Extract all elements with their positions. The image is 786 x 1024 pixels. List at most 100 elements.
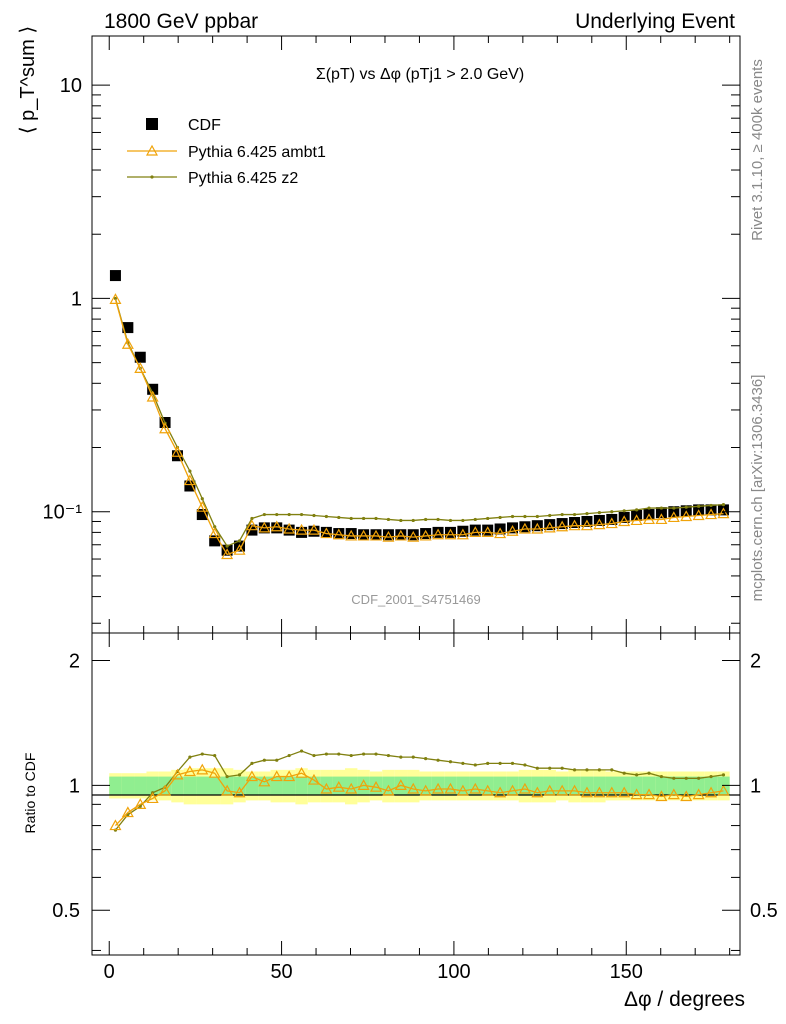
ratio-point-pythia-6-425-ambt1 (630, 788, 643, 800)
cdf-point (147, 383, 159, 395)
ratio-point-pythia-6-425-ambt1 (568, 784, 581, 796)
cdf-point (345, 528, 357, 540)
legend-marker-cdf (146, 118, 158, 130)
main-point-pythia-6-425-ambt1 (630, 514, 643, 526)
main-point-pythia-6-425-z2 (572, 512, 577, 517)
main-point-pythia-6-425-z2 (188, 469, 192, 473)
main-point-pythia-6-425-ambt1 (146, 390, 159, 402)
ratio-point-pythia-6-425-ambt1 (295, 766, 308, 778)
main-point-pythia-6-425-z2 (312, 513, 316, 518)
x-tick-label: 150 (610, 961, 643, 983)
main-panel: 10⁻¹ 1 10 Σ(pT) vs Δφ (pTj1 > 2.0 GeV) CDF… (17, 26, 741, 634)
ratio-point-pythia-6-425-ambt1 (283, 770, 296, 782)
ratio-point-pythia-6-425-z2 (473, 763, 477, 767)
main-point-pythia-6-425-ambt1 (245, 519, 258, 531)
ratio-point-pythia-6-425-ambt1 (394, 779, 407, 790)
cdf-point (444, 526, 456, 538)
main-point-pythia-6-425-z2 (548, 513, 552, 518)
ratio-point-pythia-6-425-z2 (436, 758, 440, 762)
ratio-point-pythia-6-425-ambt1 (320, 782, 333, 794)
cdf-point (122, 322, 134, 334)
cdf-point (507, 522, 519, 534)
legend-label: Pythia 6.425 z2 (188, 170, 298, 187)
main-point-pythia-6-425-z2 (275, 512, 279, 517)
main-point-pythia-6-425-z2 (672, 506, 676, 510)
ratio-point-pythia-6-425-z2 (684, 776, 688, 780)
y-tick-label: 0.5 (52, 900, 80, 922)
ratio-point-pythia-6-425-z2 (523, 763, 527, 767)
ratio-point-pythia-6-425-z2 (448, 760, 453, 764)
main-point-pythia-6-425-ambt1 (345, 529, 358, 541)
ratio-point-pythia-6-425-z2 (399, 755, 403, 759)
main-point-pythia-6-425-z2 (535, 514, 539, 519)
main-point-pythia-6-425-z2 (374, 516, 378, 521)
inner-band-segment (146, 776, 159, 795)
main-point-pythia-6-425-ambt1 (717, 507, 730, 519)
main-point-pythia-6-425-ambt1 (357, 529, 370, 541)
main-point-pythia-6-425-z2 (213, 525, 217, 529)
cdf-point (320, 526, 332, 538)
legend-marker (150, 175, 154, 179)
main-point-pythia-6-425-ambt1 (655, 513, 668, 525)
main-point-pythia-6-425-z2 (113, 296, 118, 301)
ratio-point-pythia-6-425-ambt1 (518, 782, 531, 794)
ratio-point-pythia-6-425-ambt1 (531, 786, 544, 798)
ratio-point-pythia-6-425-z2 (374, 752, 378, 756)
main-point-pythia-6-425-ambt1 (283, 522, 296, 534)
ratio-point-pythia-6-425-ambt1 (469, 782, 482, 794)
main-point-pythia-6-425-ambt1 (580, 519, 593, 531)
cdf-point (407, 529, 419, 541)
ratio-point-pythia-6-425-z2 (250, 761, 254, 765)
ratio-panel: 0 50 100 150 0.5 0.5 1 1 2 2 Ratio to CDF Δφ / de… (22, 632, 778, 1011)
ratio-point-pythia-6-425-z2 (225, 774, 229, 779)
ratio-point-pythia-6-425-ambt1 (407, 782, 420, 794)
main-point-pythia-6-425-z2 (399, 518, 403, 523)
ratio-point-pythia-6-425-z2 (697, 776, 701, 780)
ratio-point-pythia-6-425-ambt1 (146, 792, 159, 804)
ratio-point-pythia-6-425-z2 (486, 761, 490, 765)
ratio-point-pythia-6-425-ambt1 (159, 784, 172, 796)
main-point-pythia-6-425-ambt1 (692, 509, 705, 521)
ratio-point-pythia-6-425-z2 (213, 753, 217, 758)
main-point-pythia-6-425-ambt1 (667, 511, 680, 523)
main-point-pythia-6-425-ambt1 (233, 543, 246, 555)
ratio-point-pythia-6-425-ambt1 (134, 798, 147, 809)
ratio-point-pythia-6-425-z2 (299, 749, 304, 753)
ratio-point-pythia-6-425-z2 (548, 766, 552, 770)
main-point-pythia-6-425-ambt1 (481, 526, 494, 537)
ratio-line-pythia-6-425-z2 (114, 750, 724, 831)
ratio-point-pythia-6-425-z2 (634, 773, 639, 777)
cdf-point (432, 526, 444, 538)
x-tick-label: 50 (270, 961, 292, 983)
main-point-pythia-6-425-ambt1 (605, 517, 618, 529)
main-point-pythia-6-425-ambt1 (568, 519, 581, 531)
main-point-pythia-6-425-ambt1 (109, 293, 122, 304)
main-point-pythia-6-425-ambt1 (494, 527, 507, 539)
main-point-pythia-6-425-ambt1 (432, 528, 445, 540)
main-point-pythia-6-425-z2 (237, 539, 242, 543)
ratio-point-pythia-6-425-z2 (275, 758, 279, 762)
ratio-point-pythia-6-425-z2 (510, 761, 515, 765)
energy-label: 1800 GeV ppbar (104, 10, 258, 33)
main-point-pythia-6-425-ambt1 (208, 527, 221, 539)
inner-band-segment (183, 776, 197, 795)
ratio-point-pythia-6-425-ambt1 (655, 790, 668, 802)
main-point-pythia-6-425-ambt1 (456, 528, 469, 540)
ratio-line-pythia-6-425-ambt1 (114, 769, 724, 827)
cdf-point (717, 504, 729, 516)
main-point-pythia-6-425-z2 (473, 517, 477, 522)
ratio-point-pythia-6-425-ambt1 (121, 806, 134, 818)
ratio-point-pythia-6-425-ambt1 (593, 786, 606, 798)
ratio-point-pythia-6-425-z2 (560, 766, 564, 770)
main-y-axis-label: ⟨ p_T^sum ⟩ (17, 26, 39, 134)
ratio-point-pythia-6-425-z2 (362, 752, 366, 756)
cdf-point (271, 522, 283, 534)
inner-band-segment (208, 776, 221, 795)
main-point-pythia-6-425-ambt1 (407, 530, 420, 542)
ratio-axes: 0 50 100 150 0.5 0.5 1 1 2 2 (52, 633, 778, 983)
main-point-pythia-6-425-ambt1 (307, 523, 320, 535)
main-point-pythia-6-425-z2 (709, 503, 713, 508)
cdf-point (283, 524, 295, 536)
main-point-pythia-6-425-z2 (721, 502, 726, 507)
